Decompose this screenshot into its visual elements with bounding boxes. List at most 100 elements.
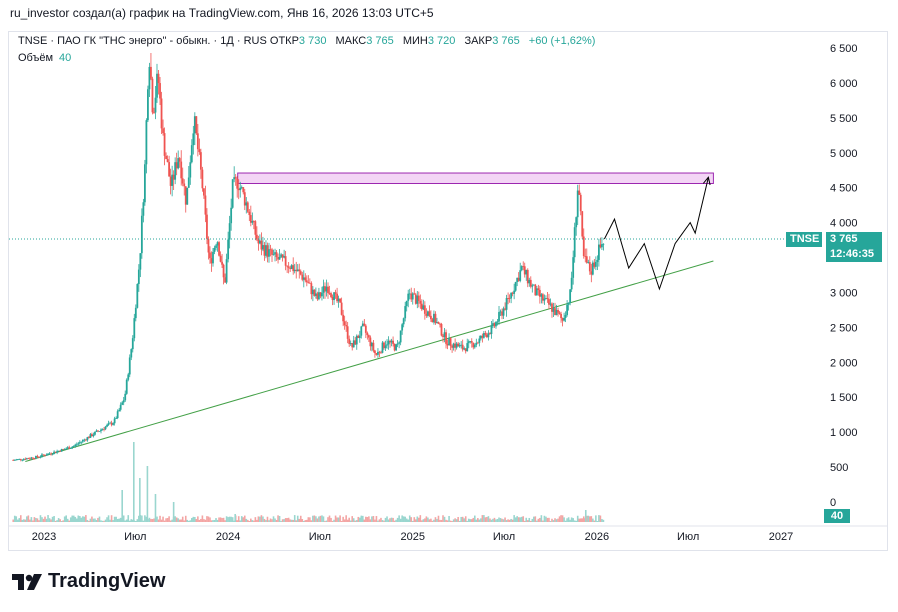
candle-body (372, 342, 375, 351)
candle-body (602, 243, 605, 245)
candle-body (295, 269, 298, 272)
candle-body (520, 266, 523, 271)
volume-bar (88, 520, 90, 522)
volume-bar (32, 520, 34, 522)
candle-body (508, 298, 511, 299)
volume-bar (130, 519, 133, 522)
candle-body (216, 242, 219, 246)
candle-body (287, 266, 290, 268)
candle-body (163, 133, 166, 156)
volume-bar (271, 519, 273, 522)
volume-bar (443, 516, 446, 522)
candle-body (557, 309, 559, 313)
candle-body (445, 332, 447, 344)
candle-body (554, 308, 556, 316)
candle-body (252, 220, 255, 222)
volume-bar (77, 515, 80, 522)
volume-bar (418, 517, 420, 522)
candle-body (463, 348, 466, 350)
volume-bar (212, 520, 214, 522)
candle-body (555, 309, 558, 316)
candle-body (16, 459, 19, 460)
candle-body (286, 265, 289, 267)
y-tick-label: 1 500 (830, 392, 858, 404)
volume-bar (230, 516, 232, 522)
candle-body (451, 345, 453, 348)
volume-bar (86, 519, 89, 522)
candle-body (134, 307, 137, 319)
x-tick-label: Июл (493, 531, 515, 543)
volume-bar (374, 519, 376, 522)
volume-bar (529, 520, 532, 522)
volume-bar (318, 516, 320, 522)
candle-body (374, 350, 376, 354)
volume-bar (209, 517, 211, 522)
volume-bar (368, 516, 370, 522)
volume-bar (533, 516, 535, 522)
volume-bar (16, 519, 19, 522)
volume-bar (334, 515, 337, 522)
volume-bar (287, 517, 290, 522)
volume-bar (552, 520, 555, 522)
candle-body (576, 190, 579, 218)
volume-bar (357, 516, 360, 522)
candle-body (401, 324, 404, 331)
volume-bar (207, 516, 210, 522)
candle-body (25, 458, 28, 460)
candle-body (517, 277, 520, 281)
candle-body (103, 428, 105, 430)
projection-arrowhead (702, 176, 711, 186)
candle-body (366, 332, 369, 336)
volume-bar (483, 515, 485, 522)
volume-spike (172, 502, 175, 522)
candle-body (246, 202, 249, 212)
volume-bar (201, 515, 204, 522)
candle-body (601, 244, 603, 248)
volume-bar (489, 518, 491, 522)
volume-bar (333, 519, 335, 522)
candle-body (361, 323, 364, 327)
volume-bar (265, 520, 267, 522)
candle-body (355, 335, 358, 345)
volume-bar (445, 519, 447, 522)
volume-bar (186, 519, 189, 522)
candle-body (570, 277, 573, 290)
volume-bar (589, 516, 591, 522)
candle-body (437, 322, 440, 324)
volume-bar (233, 520, 235, 522)
candle-body (537, 288, 540, 290)
candle-body (386, 344, 388, 346)
x-tick-label: 2027 (769, 531, 793, 543)
candle-body (213, 247, 216, 252)
candle-body (130, 349, 133, 358)
candle-body (455, 343, 458, 348)
volume-bar (501, 518, 503, 522)
volume-bar (570, 517, 573, 522)
volume-bar (339, 515, 341, 522)
candle-body (343, 321, 346, 326)
candle-body (83, 439, 86, 441)
candle-body (525, 269, 528, 275)
candle-body (116, 411, 119, 419)
volume-bar (180, 519, 183, 522)
volume-bar (59, 519, 61, 522)
volume-bar (192, 516, 195, 522)
candle-body (35, 456, 37, 459)
volume-bar (567, 517, 570, 522)
volume-bar (523, 520, 526, 522)
volume-bar (36, 518, 39, 522)
candle-body (305, 280, 308, 283)
volume-bar (569, 519, 571, 522)
ohlc-legend: TNSE · ПАО ГК "ТНС энерго" - обыкн. · 1Д… (18, 35, 595, 47)
candle-body (106, 424, 108, 427)
candle-body (398, 342, 401, 344)
candle-body (231, 179, 234, 208)
candle-body (405, 300, 408, 307)
candle-body (431, 319, 434, 323)
candle-body (207, 238, 210, 253)
candle-body (545, 298, 547, 299)
candle-body (336, 293, 338, 302)
volume-bar (549, 520, 552, 522)
candle-body (22, 458, 25, 460)
